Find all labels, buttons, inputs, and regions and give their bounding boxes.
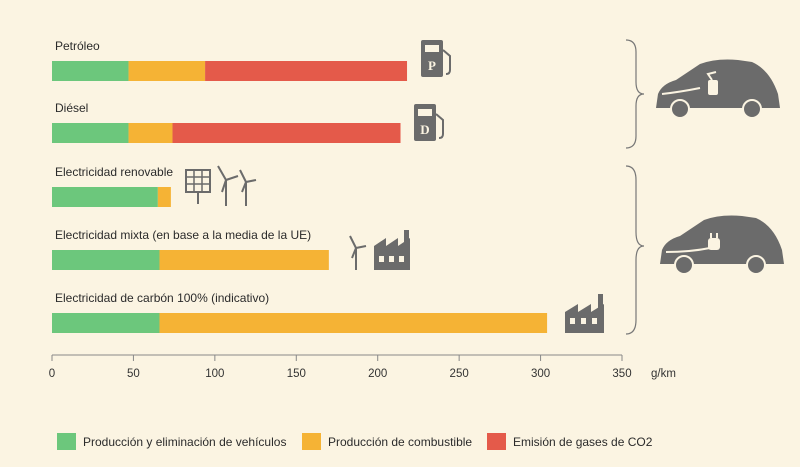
bar-segment-0-0 — [52, 61, 129, 81]
x-tick-label: 250 — [450, 368, 469, 380]
electric-car-icon — [660, 215, 784, 275]
x-tick-label: 150 — [287, 368, 306, 380]
factory-icon — [374, 230, 410, 270]
category-label: Electricidad mixta (en base a la media d… — [55, 228, 311, 242]
x-tick-label: 350 — [612, 368, 631, 380]
bar-segment-2-1 — [157, 187, 171, 207]
bar-segment-1-2 — [172, 123, 401, 143]
petrol-pump-icon: P — [421, 40, 451, 77]
legend-swatch — [57, 433, 76, 450]
category-label: Petróleo — [55, 39, 100, 53]
x-tick-label: 100 — [205, 368, 224, 380]
bars-layer — [52, 61, 548, 333]
bar-segment-0-1 — [128, 61, 206, 81]
fuel-car-icon — [656, 59, 780, 119]
diesel-pump-icon: D — [414, 104, 444, 141]
bar-segment-4-1 — [159, 313, 548, 333]
category-label: Diésel — [55, 101, 88, 115]
bar-segment-2-0 — [52, 187, 158, 207]
wind-turbine-icon — [217, 165, 257, 206]
x-tick-label: 0 — [49, 368, 55, 380]
bar-segment-4-0 — [52, 313, 160, 333]
bar-segment-3-1 — [159, 250, 329, 270]
coal-factory-icon — [565, 294, 604, 333]
bar-segment-0-2 — [205, 61, 408, 81]
solar-panel-icon — [185, 169, 211, 204]
x-tick-label: 50 — [127, 368, 140, 380]
svg-text:D: D — [420, 122, 429, 137]
wind-turbine-mixed-icon — [349, 235, 367, 270]
x-ticks: 0 50 100 150 200 250 300 350 — [49, 355, 632, 380]
svg-text:P: P — [428, 58, 436, 73]
category-labels: Petróleo Diésel Electricidad renovable Elec… — [55, 39, 311, 305]
bar-segment-1-0 — [52, 123, 129, 143]
x-tick-label: 300 — [531, 368, 550, 380]
x-unit-label: g/km — [651, 368, 676, 380]
bar-segment-3-0 — [52, 250, 160, 270]
legend-swatch — [302, 433, 321, 450]
legend-swatch — [487, 433, 506, 450]
category-label: Electricidad renovable — [55, 165, 173, 179]
category-label: Electricidad de carbón 100% (indicativo) — [55, 291, 269, 305]
bracket-fuel-icon — [625, 39, 645, 149]
x-tick-label: 200 — [368, 368, 387, 380]
bar-segment-1-1 — [128, 123, 173, 143]
legend: Producción y eliminación de vehículos Pro… — [57, 433, 653, 450]
legend-label: Producción y eliminación de vehículos — [83, 435, 286, 449]
bracket-electric-icon — [625, 165, 645, 335]
legend-label: Emisión de gases de CO2 — [513, 435, 653, 449]
legend-label: Producción de combustible — [328, 435, 472, 449]
